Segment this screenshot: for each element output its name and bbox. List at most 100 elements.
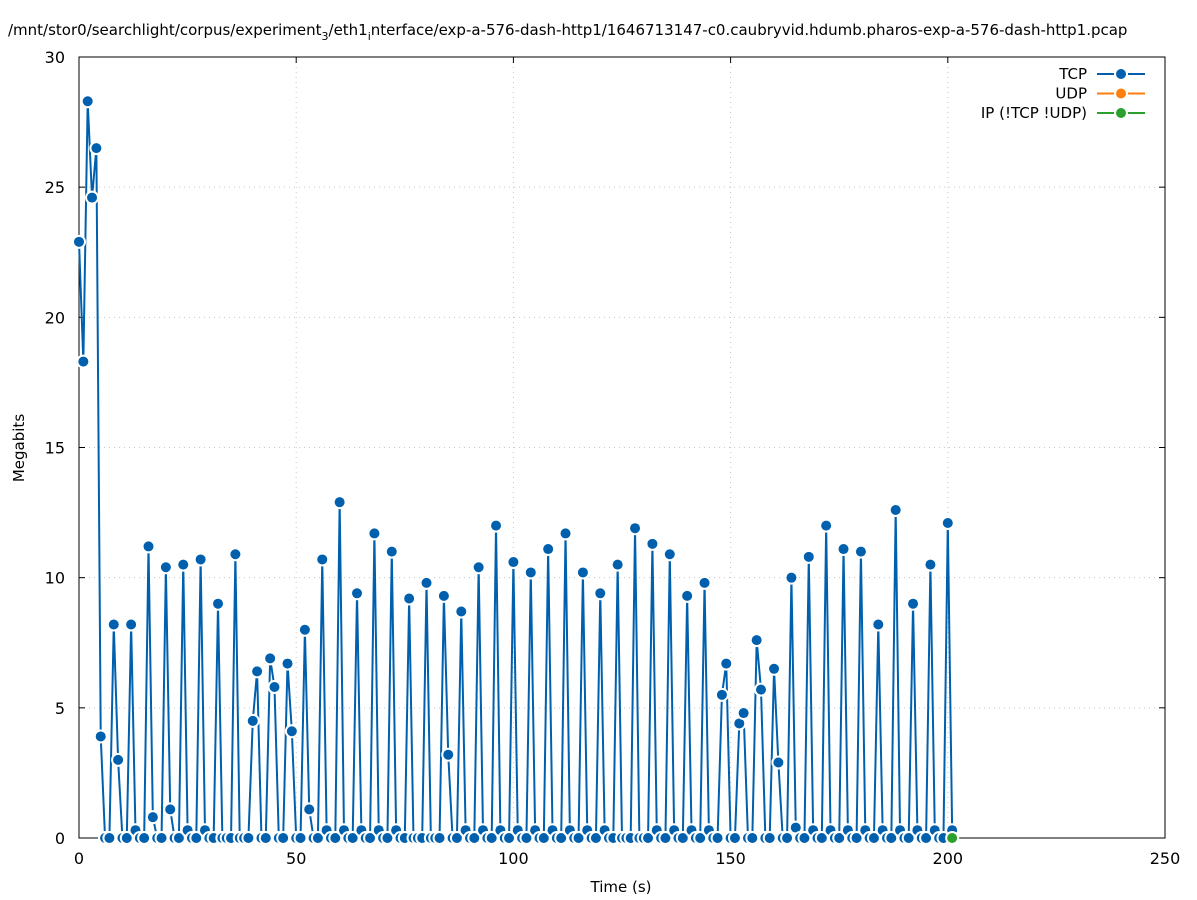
legend-label: UDP: [1055, 85, 1087, 103]
data-point: [851, 833, 862, 843]
data-point: [304, 804, 315, 815]
y-tick-label: 10: [45, 569, 65, 588]
data-point: [747, 833, 758, 843]
data-point: [404, 593, 415, 604]
data-point: [334, 497, 345, 508]
data-point: [213, 598, 224, 609]
data-point: [543, 544, 554, 555]
data-point: [630, 523, 641, 534]
data-point: [508, 557, 519, 568]
data-point: [95, 731, 106, 742]
data-point: [82, 96, 93, 107]
data-point: [78, 356, 89, 367]
data-point: [677, 833, 688, 843]
data-point: [265, 653, 276, 664]
data-point: [312, 833, 323, 843]
data-point: [908, 598, 919, 609]
data-point: [712, 833, 723, 843]
data-point: [816, 833, 827, 843]
data-point: [873, 619, 884, 630]
data-point: [782, 833, 793, 843]
y-tick-label: 20: [45, 308, 65, 327]
legend-label: TCP: [1058, 65, 1087, 83]
data-point: [165, 804, 176, 815]
data-point: [369, 528, 380, 539]
data-point: [469, 833, 480, 843]
data-point: [178, 559, 189, 570]
x-tick-label: 250: [1150, 849, 1181, 868]
series-line: [78, 100, 954, 839]
data-point: [108, 619, 119, 630]
data-point: [104, 833, 115, 843]
data-point: [721, 658, 732, 669]
x-axis-title: Time (s): [590, 878, 652, 896]
y-tick-label: 30: [45, 48, 65, 67]
data-point: [173, 833, 184, 843]
data-point: [947, 833, 958, 843]
y-tick-label: 0: [55, 829, 65, 848]
x-tick-label: 150: [715, 849, 746, 868]
data-point: [903, 833, 914, 843]
series-ip-tcp-udp-: [945, 831, 960, 845]
data-point: [716, 689, 727, 700]
series-layer: [72, 94, 960, 845]
data-point: [126, 619, 137, 630]
x-tick-label: 0: [74, 849, 84, 868]
data-point: [821, 520, 832, 531]
data-point: [147, 812, 158, 823]
data-point: [365, 833, 376, 843]
data-point: [577, 567, 588, 578]
y-tick-label: 5: [55, 699, 65, 718]
data-point: [504, 833, 515, 843]
data-point: [191, 833, 202, 843]
data-point: [87, 192, 98, 203]
data-point: [855, 546, 866, 557]
data-point: [868, 833, 879, 843]
data-point: [278, 833, 289, 843]
data-point: [764, 833, 775, 843]
legend-item: UDP: [1055, 85, 1145, 103]
data-point: [647, 538, 658, 549]
data-point: [230, 549, 241, 560]
data-point: [382, 833, 393, 843]
data-point: [738, 708, 749, 719]
data-point: [317, 554, 328, 565]
data-point: [74, 236, 84, 247]
data-point: [834, 833, 845, 843]
data-point: [421, 577, 432, 588]
data-point: [790, 822, 801, 833]
data-point: [121, 833, 132, 843]
data-point: [491, 520, 502, 531]
data-point: [560, 528, 571, 539]
data-point: [890, 504, 901, 515]
data-point: [330, 833, 341, 843]
data-point: [434, 833, 445, 843]
series-tcp: [72, 94, 960, 845]
data-point: [556, 833, 567, 843]
data-point: [595, 588, 606, 599]
data-point: [612, 559, 623, 570]
data-point: [143, 541, 154, 552]
data-point: [734, 718, 745, 729]
data-point: [486, 833, 497, 843]
data-point: [886, 833, 897, 843]
x-tick-label: 50: [286, 849, 306, 868]
data-point: [525, 567, 536, 578]
data-point: [925, 559, 936, 570]
data-point: [590, 833, 601, 843]
data-point: [282, 658, 293, 669]
data-point: [286, 726, 297, 737]
data-point: [451, 833, 462, 843]
grid: [79, 57, 1165, 838]
data-point: [160, 562, 171, 573]
data-point: [243, 833, 254, 843]
data-point: [660, 833, 671, 843]
axis-ticks: 0 50 100 150 200 250 0 5 10 15 20 25 30: [45, 48, 1181, 868]
data-point: [803, 551, 814, 562]
plot-area: [78, 56, 1166, 839]
data-point: [113, 754, 124, 765]
data-point: [456, 606, 467, 617]
data-point: [521, 833, 532, 843]
